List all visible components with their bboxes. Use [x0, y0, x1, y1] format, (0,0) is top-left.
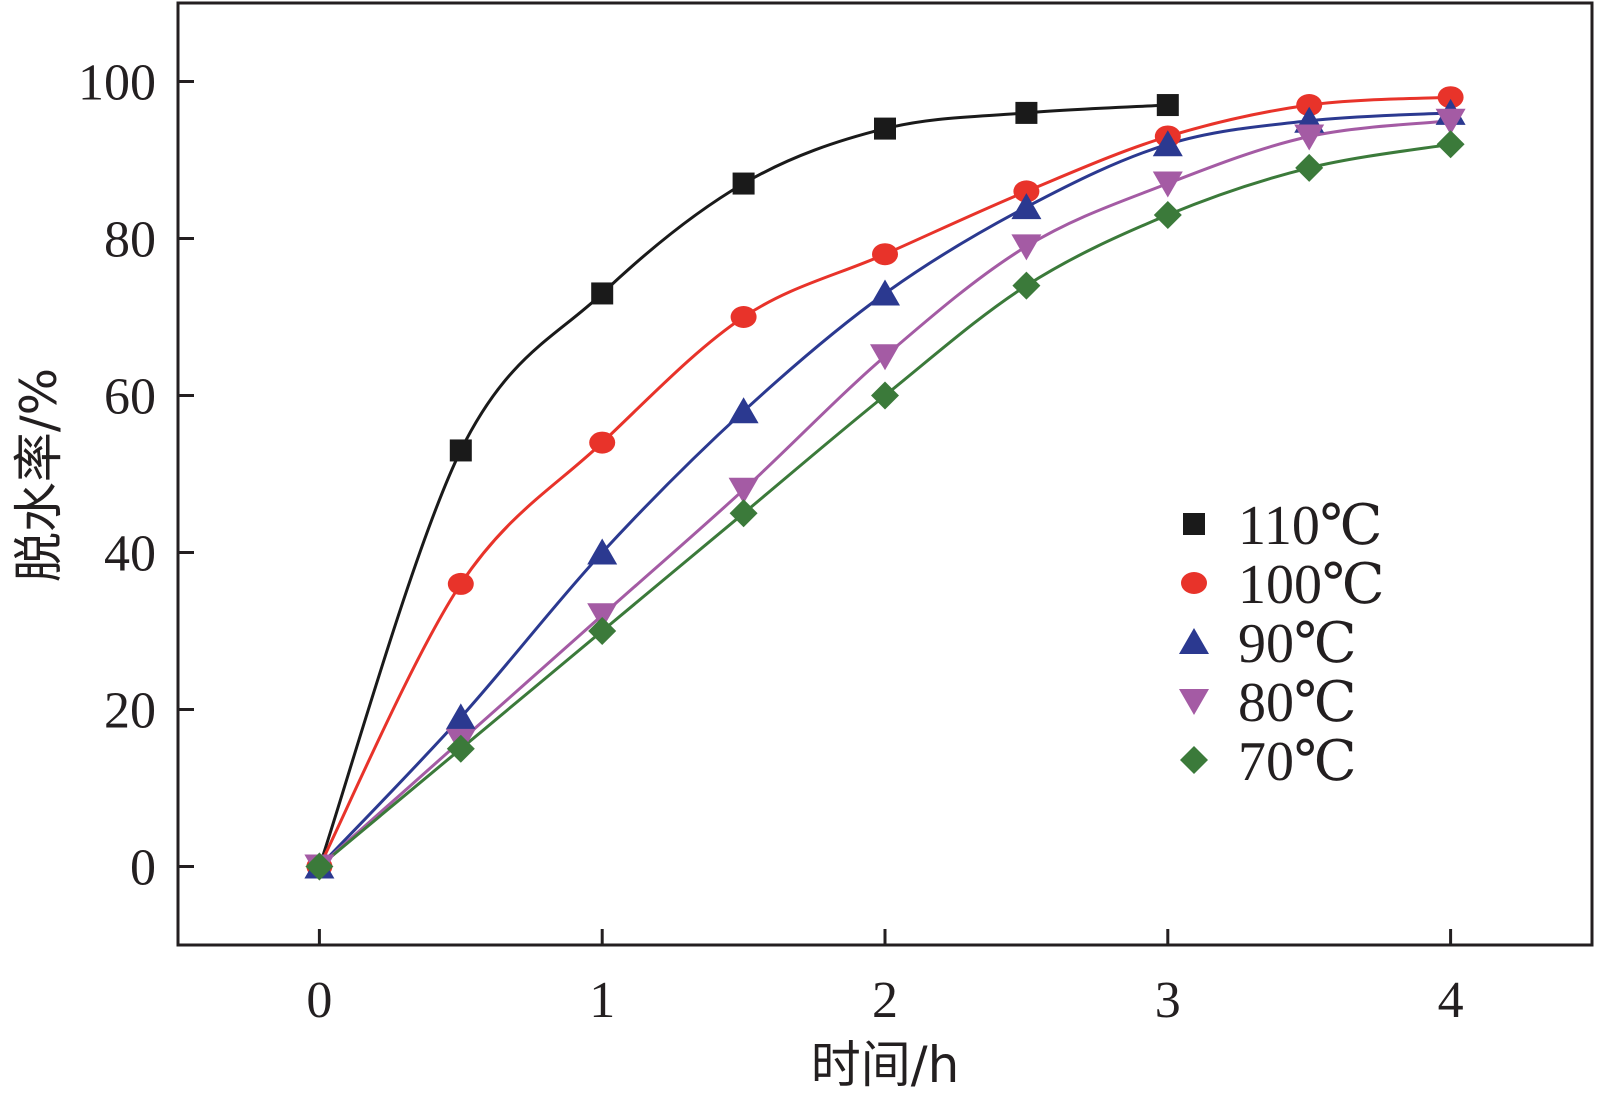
data-point — [1435, 108, 1466, 135]
series-markers — [304, 86, 1466, 881]
legend-item: 90℃ — [1179, 613, 1357, 675]
x-axis-ticks: 0 1 2 3 4 — [306, 929, 1464, 1029]
x-tick-label: 1 — [589, 972, 615, 1029]
data-point — [870, 344, 900, 371]
x-tick-label: 2 — [872, 972, 898, 1029]
data-point — [447, 572, 474, 595]
x-tick-label: 0 — [306, 972, 332, 1029]
data-point — [587, 603, 618, 630]
series-line — [318, 111, 1451, 868]
data-point — [1011, 234, 1042, 261]
data-point — [445, 703, 476, 730]
legend-label: 110℃ — [1238, 495, 1383, 557]
data-point — [1012, 271, 1041, 300]
data-point — [589, 431, 616, 454]
series-line — [317, 103, 1168, 867]
legend-label: 70℃ — [1238, 731, 1357, 793]
x-tick-label: 4 — [1438, 972, 1464, 1029]
data-point — [305, 852, 334, 881]
x-tick-label: 3 — [1155, 972, 1181, 1029]
data-point — [1015, 101, 1038, 124]
data-point — [871, 381, 899, 410]
data-point — [1153, 200, 1182, 229]
x-axis-title: 时间/h — [811, 1036, 960, 1094]
legend-item: 100℃ — [1181, 554, 1385, 616]
data-point — [874, 117, 896, 140]
data-point — [732, 172, 755, 195]
legend-label: 90℃ — [1238, 613, 1357, 675]
y-axis-title: 脱水率/% — [10, 368, 68, 582]
data-point — [870, 279, 900, 306]
y-tick-label: 60 — [104, 369, 156, 426]
y-tick-label: 40 — [104, 526, 156, 583]
data-point — [1152, 130, 1183, 157]
data-point — [449, 439, 472, 462]
series-line — [318, 142, 1451, 868]
y-tick-label: 100 — [78, 55, 156, 112]
data-point — [588, 617, 617, 645]
data-point — [591, 282, 614, 305]
legend-marker — [1179, 628, 1209, 654]
y-tick-label: 20 — [104, 683, 156, 740]
data-point — [729, 499, 758, 528]
data-point — [1436, 130, 1465, 159]
data-point — [1011, 193, 1042, 220]
data-point — [872, 243, 898, 266]
y-tick-label: 80 — [104, 212, 156, 269]
legend-marker — [1183, 513, 1205, 535]
legend-marker — [1179, 689, 1209, 715]
legend-item: 80℃ — [1179, 672, 1357, 734]
data-point — [587, 538, 618, 565]
data-point — [1295, 153, 1324, 182]
data-point — [730, 306, 757, 328]
data-point — [446, 734, 475, 763]
data-point — [728, 477, 759, 504]
data-point — [1156, 94, 1179, 117]
data-point — [1013, 180, 1040, 203]
legend-label: 80℃ — [1238, 672, 1357, 734]
data-point — [1296, 94, 1323, 117]
data-point — [1294, 124, 1325, 151]
data-point — [728, 397, 759, 424]
legend-marker — [1181, 572, 1207, 594]
legend-item: 70℃ — [1180, 731, 1357, 793]
data-point — [1152, 171, 1183, 198]
data-point — [1437, 86, 1464, 109]
legend-marker — [1180, 746, 1208, 774]
legend-label: 100℃ — [1238, 554, 1385, 616]
y-axis-ticks: 0 20 40 60 80 100 — [78, 55, 194, 897]
y-tick-label: 0 — [130, 840, 156, 897]
series-line — [318, 119, 1451, 868]
legend-item: 110℃ — [1183, 495, 1383, 557]
